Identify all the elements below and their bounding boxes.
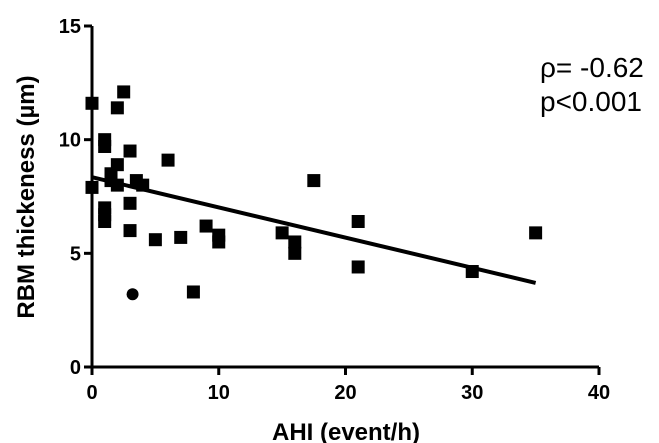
data-point-square xyxy=(85,96,99,110)
y-tick-label: 10 xyxy=(59,130,81,152)
data-point-square xyxy=(110,158,124,172)
y-tick-label: 0 xyxy=(70,357,81,379)
x-tick-label: 30 xyxy=(461,382,483,404)
data-point-square xyxy=(307,174,321,188)
x-tick-label: 20 xyxy=(334,382,356,404)
data-point-square xyxy=(136,178,150,192)
data-point-square xyxy=(288,246,302,260)
data-point-square xyxy=(161,153,175,167)
data-point-square xyxy=(351,215,365,229)
data-point-square xyxy=(529,226,543,240)
data-point-square xyxy=(98,215,112,229)
y-tick-label: 15 xyxy=(59,16,81,38)
x-tick-label: 0 xyxy=(86,382,97,404)
y-axis-title: RBM thickeness (µm) xyxy=(13,75,40,318)
p-value-annotation: p<0.001 xyxy=(540,86,642,117)
data-point-square xyxy=(199,219,213,233)
data-point-square xyxy=(174,230,188,244)
data-point-square xyxy=(288,235,302,249)
x-axis: 0 10 20 30 40 xyxy=(86,365,610,404)
regression-line xyxy=(91,175,537,285)
data-point-square xyxy=(123,144,137,158)
data-point-square xyxy=(148,233,162,247)
data-point-square xyxy=(123,196,137,210)
data-point-square xyxy=(212,235,226,249)
data-point-square xyxy=(186,285,200,299)
rho-annotation: ρ= -0.62 xyxy=(540,52,644,83)
data-point-square xyxy=(110,101,124,115)
x-axis-title: AHI (event/h) xyxy=(272,419,420,443)
x-tick-label: 10 xyxy=(208,382,230,404)
data-point-square xyxy=(465,265,479,279)
data-point-square xyxy=(117,85,131,99)
y-axis: 0 5 10 15 xyxy=(59,16,94,379)
data-point-square xyxy=(123,224,137,238)
data-point-square xyxy=(275,226,289,240)
regression-line-group xyxy=(91,175,537,285)
data-point-square xyxy=(85,180,99,194)
x-tick-label: 40 xyxy=(588,382,610,404)
y-tick-label: 5 xyxy=(70,243,81,265)
data-points xyxy=(85,85,543,301)
data-point-square xyxy=(110,178,124,192)
data-point-circle xyxy=(126,288,139,301)
data-point-square xyxy=(351,260,365,274)
data-point-square xyxy=(98,139,112,153)
